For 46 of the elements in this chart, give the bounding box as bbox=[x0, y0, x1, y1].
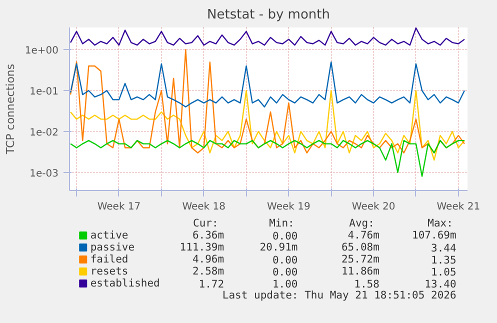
text: 0.00 bbox=[272, 266, 298, 278]
x-tick-label: Week 17 bbox=[97, 202, 141, 212]
text: 0.00 bbox=[272, 254, 298, 266]
y-tick-label: 1e+00 bbox=[24, 46, 59, 57]
legend-label: established bbox=[90, 278, 160, 290]
text: 20.91m bbox=[260, 242, 298, 254]
text: 0.00 bbox=[272, 230, 298, 242]
y-tick-label: 1e-01 bbox=[30, 86, 59, 98]
line-series bbox=[70, 140, 466, 177]
line-series bbox=[70, 28, 466, 46]
text: 4.76m bbox=[348, 230, 380, 242]
line-series bbox=[70, 90, 466, 161]
y-tick-label: 1e-02 bbox=[30, 127, 59, 138]
text: 1.05 bbox=[431, 266, 456, 278]
text: Cur: bbox=[192, 218, 218, 230]
text: Max: bbox=[428, 218, 453, 230]
text: 13.40 bbox=[424, 278, 456, 290]
x-tick-label: Week 19 bbox=[267, 202, 310, 212]
text: Avg: bbox=[349, 218, 374, 230]
x-tick-label: Week 20 bbox=[352, 202, 396, 212]
text: 107.69m bbox=[412, 230, 456, 242]
text: 4.96m bbox=[192, 254, 224, 266]
text: 1.72 bbox=[198, 278, 224, 290]
text: 65.08m bbox=[341, 242, 380, 254]
text: 2.58m bbox=[192, 266, 224, 278]
y-tick-label: 1e-03 bbox=[30, 168, 59, 180]
x-tick-label: Week 21 bbox=[436, 202, 480, 212]
text: 6.36m bbox=[192, 230, 224, 242]
line-series bbox=[70, 61, 466, 108]
text: 25.72m bbox=[341, 254, 380, 266]
x-tick-label: Week 18 bbox=[182, 202, 226, 212]
legend-label: failed bbox=[90, 254, 128, 266]
chart-title: Netstat - by month bbox=[207, 8, 330, 22]
text: 1.35 bbox=[431, 254, 456, 266]
legend-label: resets bbox=[90, 266, 128, 278]
line-series bbox=[70, 49, 466, 154]
y-axis-title: TCP connections bbox=[4, 64, 17, 156]
text: 1.00 bbox=[272, 278, 298, 290]
text: Min: bbox=[269, 218, 294, 230]
text: Last update: Thu May 21 18:51:05 2026 bbox=[222, 290, 456, 302]
text: 1.58 bbox=[354, 278, 380, 290]
legend-label: active bbox=[90, 230, 128, 242]
legend-label: passive bbox=[90, 242, 135, 254]
text: 11.86m bbox=[341, 266, 380, 278]
text: 111.39m bbox=[180, 242, 224, 254]
text: 3.44 bbox=[431, 242, 456, 254]
